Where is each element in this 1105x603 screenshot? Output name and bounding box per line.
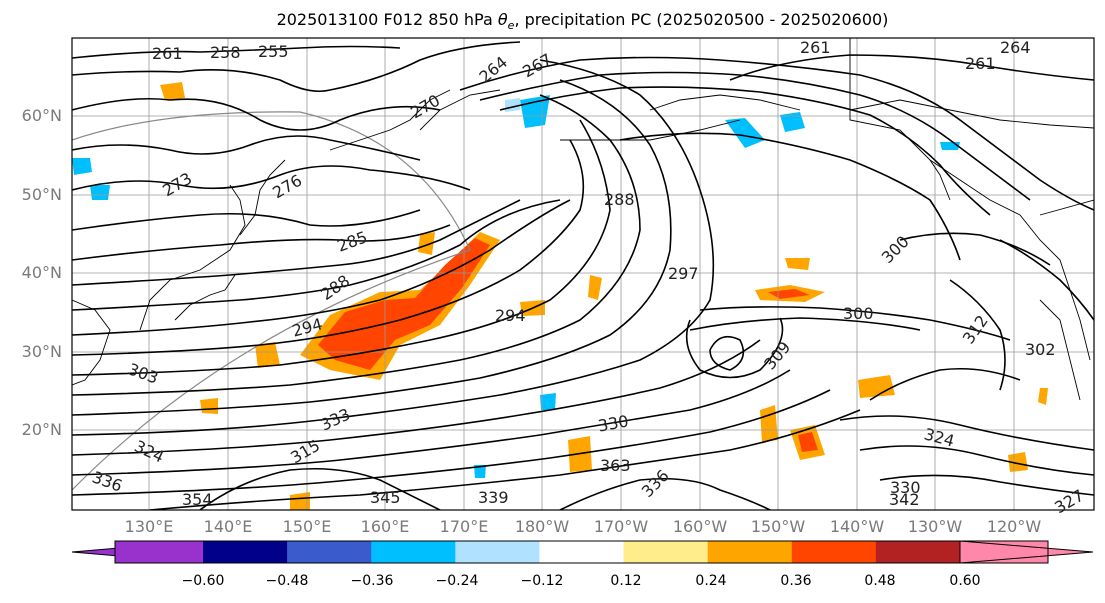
- colorbar-tick: −0.12: [520, 573, 564, 589]
- lat-label-60n: 60°N: [21, 106, 62, 125]
- contour-label: 255: [258, 42, 289, 61]
- title-suffix: , precipitation PC (2025020500 - 2025020…: [514, 10, 889, 29]
- lon-label-170e: 170°E: [439, 517, 489, 536]
- lon-label-180w: 180°W: [514, 517, 570, 536]
- contour-label: 297: [668, 264, 699, 283]
- colorbar-extend-high: [959, 540, 1094, 564]
- lat-label-50n: 50°N: [21, 185, 62, 204]
- title-symbol-sub: e: [507, 19, 515, 33]
- contour-label: 354: [182, 490, 213, 509]
- contour-label: 339: [478, 488, 509, 507]
- map-frame: [71, 37, 1095, 511]
- colorbar-tick: −0.24: [435, 573, 479, 589]
- colorbar-tick: 0.12: [610, 573, 642, 589]
- contour-label: 258: [210, 43, 241, 62]
- lon-label-170w: 170°W: [593, 517, 649, 536]
- colorbar-segment: [115, 541, 203, 563]
- contour-label: 342: [889, 490, 920, 509]
- contour-label: 345: [370, 488, 401, 507]
- title-prefix: 2025013100 F012 850 hPa: [276, 10, 498, 29]
- title-symbol: θ: [497, 10, 508, 29]
- colorbar-frame: [114, 540, 1049, 564]
- lon-label-120w: 120°W: [986, 517, 1042, 536]
- colorbar-segment: [287, 541, 372, 563]
- colorbar-tick: 0.48: [864, 573, 896, 589]
- colorbar-segment: [623, 541, 709, 563]
- colorbar-segment: [791, 541, 877, 563]
- lat-label-20n: 20°N: [21, 420, 62, 439]
- colorbar-tick: −0.36: [350, 573, 394, 589]
- lon-label-160e: 160°E: [360, 517, 410, 536]
- theta-e-contours: [72, 41, 1094, 510]
- lon-label-140e: 140°E: [203, 517, 253, 536]
- lon-label-140w: 140°W: [829, 517, 885, 536]
- colorbar-segment: [539, 541, 625, 563]
- colorbar-segment: [875, 541, 961, 563]
- colorbar-segment: [371, 541, 456, 563]
- map-title: 2025013100 F012 850 hPa θe, precipitatio…: [0, 10, 1105, 32]
- contour-label: 264: [1000, 38, 1031, 57]
- colorbar-tick: 0.36: [780, 573, 812, 589]
- colorbar-segments: [71, 540, 1094, 564]
- contour-label: 294: [495, 306, 526, 325]
- lat-label-30n: 30°N: [21, 342, 62, 361]
- contour-label: 261: [152, 44, 183, 63]
- colorbar-tick: −0.60: [181, 573, 225, 589]
- contour-label: 261: [800, 38, 831, 57]
- lon-label-130e: 130°E: [124, 517, 174, 536]
- colorbar-tick: 0.60: [949, 573, 981, 589]
- lon-label-130w: 130°W: [907, 517, 963, 536]
- contour-label: 300: [843, 304, 874, 323]
- lon-label-150e: 150°E: [282, 517, 332, 536]
- colorbar: [71, 540, 1094, 564]
- colorbar-segment: [203, 541, 288, 563]
- lat-label-40n: 40°N: [21, 263, 62, 282]
- contour-label: 288: [604, 190, 635, 209]
- colorbar-tick: 0.24: [695, 573, 727, 589]
- contour-label: 302: [1025, 340, 1056, 359]
- map-plot-area: [72, 38, 1094, 510]
- colorbar-segment: [455, 541, 540, 563]
- lon-label-150w: 150°W: [750, 517, 806, 536]
- contour-label: 261: [965, 54, 996, 73]
- colorbar-tick: −0.48: [265, 573, 309, 589]
- contour-label: 363: [600, 456, 631, 475]
- lon-label-160w: 160°W: [672, 517, 728, 536]
- graticule: [72, 38, 1094, 510]
- contour-label: 330: [890, 478, 921, 497]
- colorbar-segment: [707, 541, 793, 563]
